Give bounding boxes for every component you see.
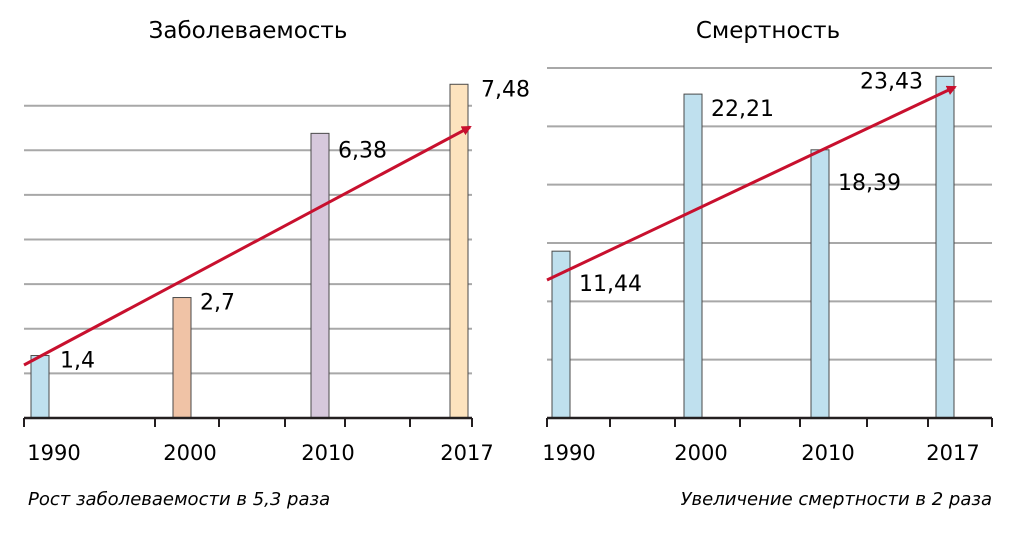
mortality-value-label: 23,43: [860, 69, 923, 94]
incidence-category-label: 2017: [440, 441, 493, 465]
incidence-bar: [310, 132, 330, 419]
incidence-category-label: 2000: [163, 441, 216, 465]
mortality-value-label: 18,39: [838, 171, 901, 196]
mortality-value-label: 11,44: [579, 272, 642, 297]
mortality-trend-arrow: [546, 85, 957, 282]
mortality-bar: [683, 93, 703, 419]
mortality-category-label: 2010: [801, 441, 854, 465]
mortality-chart-title: Смертность: [696, 18, 840, 44]
mortality-category-label: 1990: [542, 441, 595, 465]
incidence-value-label: 1,4: [60, 349, 95, 374]
mortality-chart-panel: Смертность Увеличение смертности в 2 раз…: [542, 18, 993, 510]
mortality-chart-caption: Увеличение смертности в 2 раза: [681, 489, 992, 510]
incidence-value-label: 2,7: [200, 291, 235, 316]
incidence-chart-caption: Рост заболеваемости в 5,3 раза: [28, 489, 330, 510]
incidence-value-label: 7,48: [481, 77, 530, 102]
incidence-category-label: 2010: [301, 441, 354, 465]
incidence-trend-arrow: [23, 125, 472, 367]
mortality-category-label: 2000: [674, 441, 727, 465]
mortality-category-label: 2017: [926, 441, 979, 465]
mortality-value-label: 22,21: [711, 97, 774, 122]
incidence-chart-panel: Заболеваемость Рост заболеваемости в 5,3…: [23, 18, 530, 510]
mortality-bar: [935, 75, 955, 419]
incidence-bar: [172, 297, 192, 419]
incidence-chart-title: Заболеваемость: [149, 18, 348, 44]
incidence-value-label: 6,38: [338, 138, 387, 163]
mortality-bar: [810, 149, 830, 419]
incidence-bar: [30, 355, 50, 419]
incidence-category-label: 1990: [27, 441, 80, 465]
